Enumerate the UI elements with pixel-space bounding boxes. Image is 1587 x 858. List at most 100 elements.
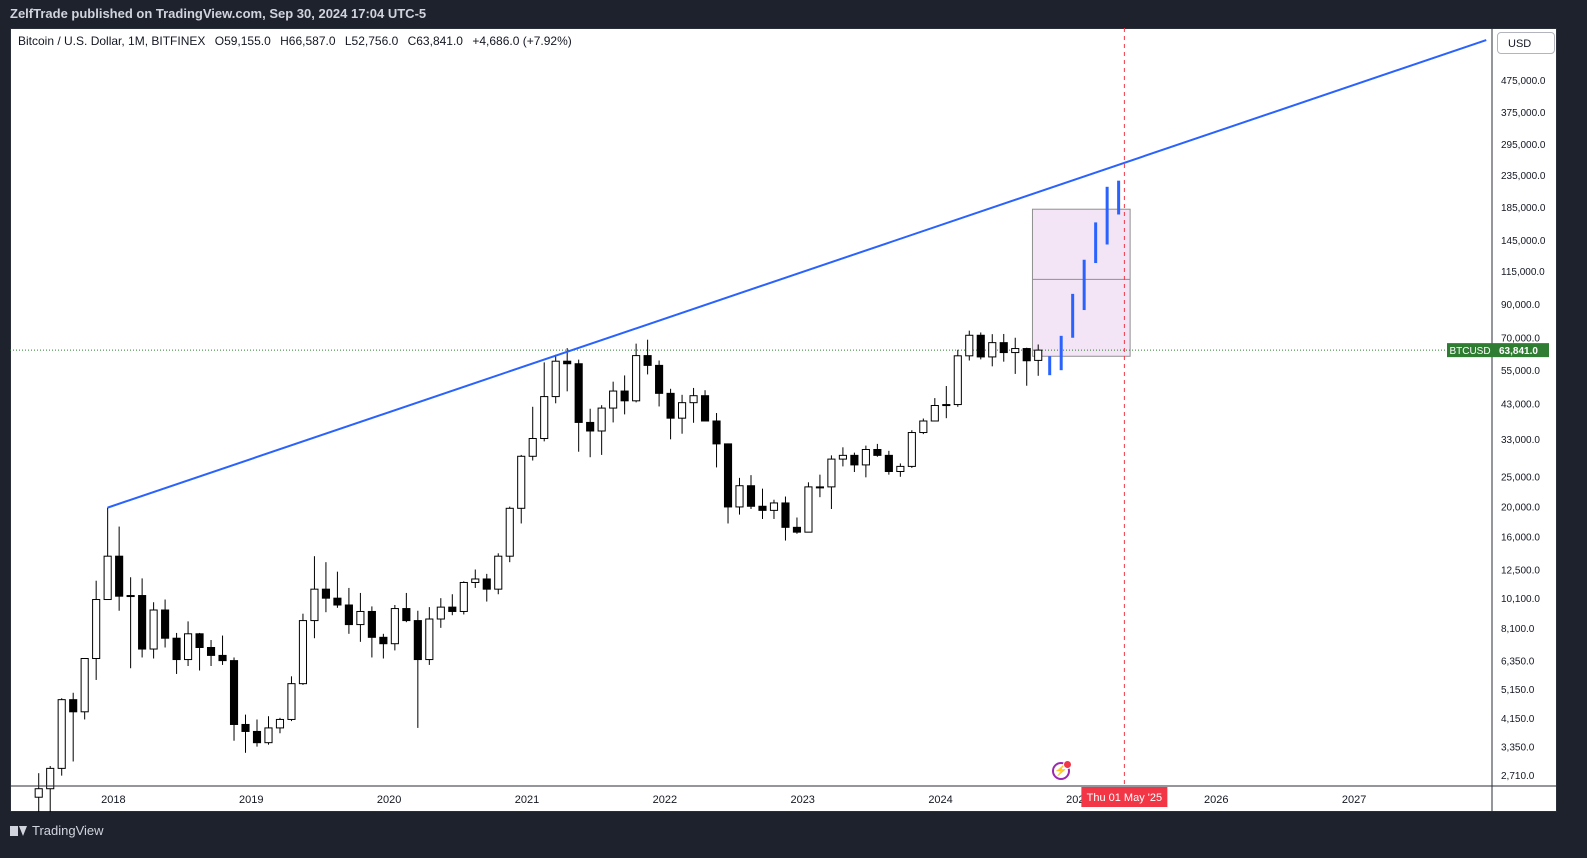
candle-body (287, 683, 296, 720)
price-chart[interactable]: 475,000.0 375,000.0 295,000.0 235,000.0 185,… (10, 28, 1557, 812)
y-tick-label: 2,710.0 (1501, 771, 1535, 782)
candle-body (103, 555, 112, 601)
x-tick-label: 2026 (1204, 794, 1228, 806)
candle-body (563, 360, 572, 365)
candle-body (953, 355, 962, 406)
candle-body (597, 407, 606, 432)
candle-body (275, 718, 285, 729)
legend-high: H66,587.0 (280, 34, 336, 48)
candle-body (115, 555, 124, 597)
y-tick-label: 5,150.0 (1501, 685, 1535, 696)
candle-body (517, 455, 526, 509)
candle-body (540, 396, 549, 439)
candle-body (161, 609, 170, 639)
candle-body (184, 633, 193, 661)
candle-body (919, 420, 928, 434)
candle-body (390, 608, 399, 645)
candle-body (298, 620, 308, 685)
chart-pane[interactable] (10, 28, 1557, 812)
candle-body (769, 502, 779, 511)
y-tick-label: 70,000.0 (1501, 334, 1540, 345)
flash-circle-icon[interactable]: ⚡ (1052, 760, 1072, 780)
legend-symbol: Bitcoin / U.S. Dollar, 1M, BITFINEX (18, 34, 206, 48)
resistance-trendline (107, 39, 1487, 509)
candle-body (448, 606, 457, 612)
published-text: ZelfTrade published on TradingView.com, … (10, 6, 427, 21)
candle-body (425, 618, 434, 661)
candle-body (356, 610, 365, 626)
range-box-layer (10, 208, 1492, 357)
candle-body (195, 633, 204, 648)
projection-range-box (1031, 208, 1131, 357)
y-tick-label: 4,150.0 (1501, 714, 1535, 725)
candle-body (413, 620, 422, 661)
candle-body (46, 767, 55, 790)
candle-body (666, 392, 675, 419)
published-header: ZelfTrade published on TradingView.com, … (0, 0, 1587, 28)
symbol-legend: Bitcoin / U.S. Dollar, 1M, BITFINEX O59,… (18, 34, 578, 48)
candle-body (758, 505, 767, 511)
candle-body (241, 723, 250, 732)
candle-body (206, 646, 216, 656)
candle-body (815, 486, 824, 489)
candle-body (700, 395, 710, 422)
candle-body (655, 364, 664, 394)
candle-body (965, 334, 974, 357)
legend-open: O59,155.0 (214, 34, 271, 48)
candle-body (80, 658, 89, 713)
y-tick-label: 55,000.0 (1501, 366, 1540, 377)
candle-body (138, 595, 147, 650)
candle-body (942, 404, 951, 407)
candle-body (379, 636, 388, 645)
y-tick-label: 25,000.0 (1501, 472, 1540, 483)
candle-body (172, 637, 181, 661)
legend-low: L52,756.0 (344, 34, 399, 48)
candles-layer (34, 330, 1043, 812)
candle-body (551, 360, 560, 398)
candle-body (884, 454, 893, 472)
projection-layer (1048, 180, 1121, 376)
candle-body (804, 486, 813, 533)
candle-body (1034, 349, 1043, 361)
candle-body (586, 421, 595, 432)
candle-body (735, 485, 744, 508)
y-tick-label: 12,500.0 (1501, 565, 1540, 576)
candle-body (792, 526, 802, 533)
candle-body (528, 437, 537, 457)
y-tick-label: 375,000.0 (1501, 108, 1546, 119)
candle-body (632, 355, 641, 402)
symbol-tag-label: BTCUSD (1449, 346, 1490, 357)
y-tick-label: 115,000.0 (1501, 267, 1545, 278)
candle-body (321, 588, 330, 599)
y-tick-label: 8,100.0 (1501, 624, 1535, 635)
candle-body (746, 485, 756, 507)
candle-body (712, 420, 721, 445)
tradingview-logo[interactable]: TradingView (10, 823, 104, 838)
y-tick-label: 295,000.0 (1501, 140, 1546, 151)
candle-body (678, 402, 687, 419)
y-tick-label: 10,100.0 (1501, 594, 1540, 605)
candle-body (609, 390, 618, 409)
y-tick-label: 90,000.0 (1501, 300, 1540, 311)
y-tick-label: 16,000.0 (1501, 532, 1540, 543)
y-tick-label: 475,000.0 (1501, 76, 1546, 87)
candle-body (988, 342, 997, 358)
x-tick-label: 2020 (377, 794, 401, 806)
tags-layer: BTCUSD 63,841.0 Thu 01 May '25 (1081, 343, 1549, 807)
candle-body (126, 595, 135, 598)
y-tick-label: 3,350.0 (1501, 743, 1535, 754)
candle-body (229, 660, 239, 725)
candle-body (976, 334, 985, 358)
candle-body (494, 555, 503, 590)
y-tick-label: 185,000.0 (1501, 203, 1546, 214)
candle-body (69, 699, 78, 713)
candle-body (218, 654, 227, 662)
candle-body (896, 465, 905, 472)
y-tick-label: 145,000.0 (1501, 236, 1546, 247)
candle-body (459, 581, 468, 612)
currency-button[interactable]: USD (1497, 32, 1555, 54)
candle-body (873, 449, 882, 456)
candle-body (827, 458, 836, 488)
candle-body (92, 599, 101, 660)
drawing-layer (107, 28, 1487, 786)
